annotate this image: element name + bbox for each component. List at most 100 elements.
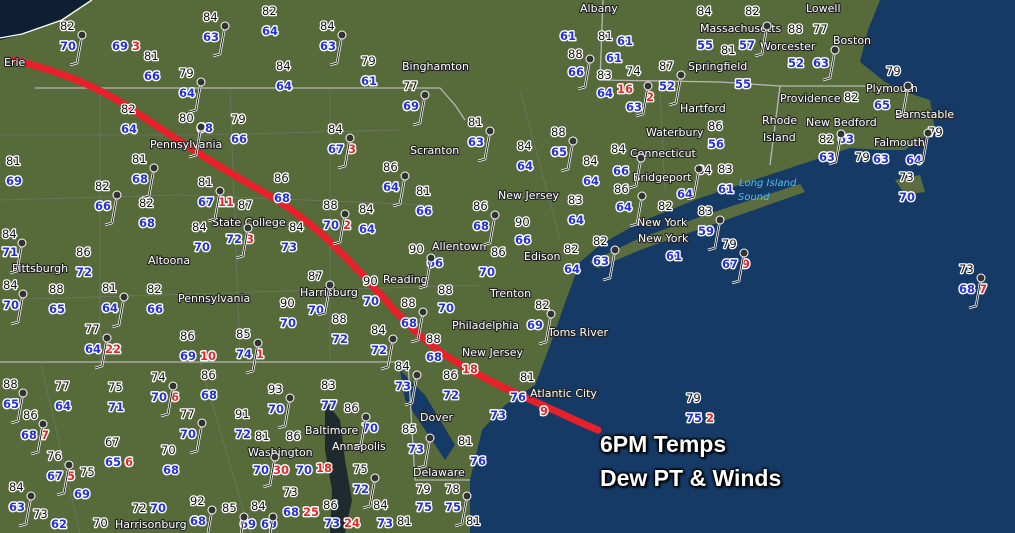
station-plot[interactable]: 61 xyxy=(616,33,635,50)
station-plot[interactable]: 81 70 30 xyxy=(252,428,290,489)
station-plot[interactable]: 79 63 xyxy=(854,149,891,168)
station-plot[interactable]: 61 xyxy=(559,28,578,45)
station-plot[interactable]: 79 67 9 xyxy=(721,236,751,285)
station-plot[interactable]: 85 74 1 xyxy=(235,326,265,375)
station-plot[interactable]: 8068 xyxy=(178,110,214,159)
station-plot[interactable]: 84 55 xyxy=(696,3,715,54)
station-plot[interactable]: 81 xyxy=(465,513,482,530)
station-plot[interactable]: 75 69 xyxy=(73,464,96,503)
station-plot[interactable]: 87 72 3 xyxy=(225,197,255,260)
station-plot[interactable]: 79 75 2 xyxy=(685,390,716,427)
station-plot[interactable]: 81 73 xyxy=(376,513,413,532)
station-plot[interactable]: 76 67 5 xyxy=(46,448,76,497)
station-plot[interactable]: 77 64 22 xyxy=(84,321,122,370)
station-plot[interactable]: 73 24 xyxy=(323,515,362,532)
station-plot[interactable]: 82 61 xyxy=(657,198,684,265)
station-plot[interactable]: 84 xyxy=(372,497,389,514)
station-plot[interactable]: 82 57 xyxy=(738,3,772,58)
station-plot[interactable]: 77 63 xyxy=(812,21,840,82)
station-plot[interactable]: 88 68 18 xyxy=(425,331,480,378)
station-plot[interactable]: 88 52 xyxy=(787,21,806,72)
station-plot[interactable]: 79 65 xyxy=(873,63,913,118)
station-plot[interactable]: 70 xyxy=(92,515,109,532)
station-plot[interactable]: 69 3 xyxy=(111,38,142,55)
station-plot[interactable]: 88 70 2 xyxy=(322,197,352,246)
station-plot[interactable]: 86 68 7 xyxy=(20,407,50,456)
station-plot[interactable]: 81 61 xyxy=(597,28,624,67)
station-plot[interactable]: 84 67 3 xyxy=(327,121,357,170)
station-plot[interactable]: 86 xyxy=(322,497,339,514)
station-plot[interactable]: 74 63 2 xyxy=(625,63,655,118)
station-plot[interactable]: 84 66 xyxy=(610,141,646,190)
station-plot[interactable]: 72 70 xyxy=(131,500,168,517)
station-plot[interactable]: 86 69 10 xyxy=(179,328,218,365)
station-plot[interactable]: 73 68 7 xyxy=(958,261,988,310)
station-plot[interactable]: 73 xyxy=(489,407,508,424)
station-plot[interactable]: 67 65 6 xyxy=(104,434,135,471)
